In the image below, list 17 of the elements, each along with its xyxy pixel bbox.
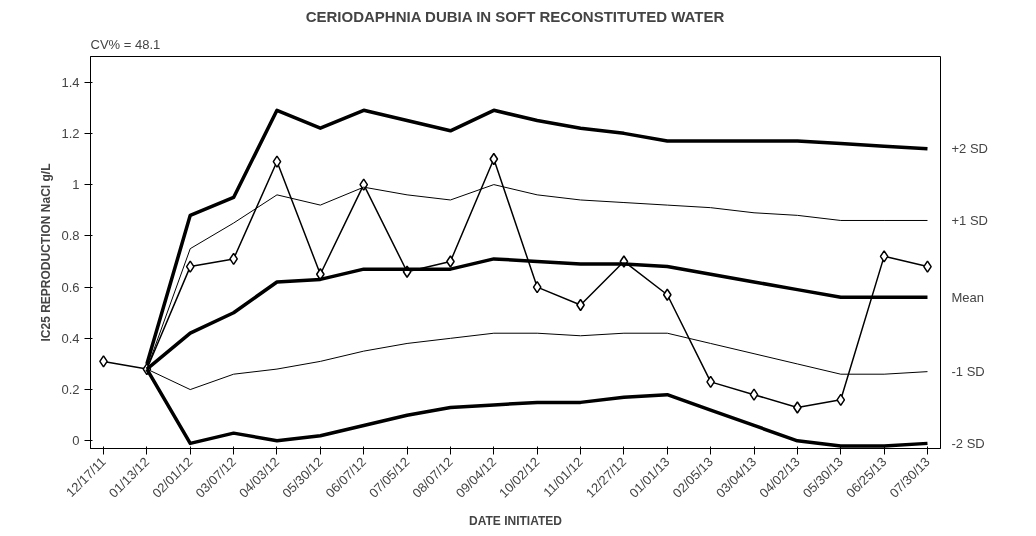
y-axis-title: IC25 REPRODUCTION NaCl g/L <box>39 163 54 342</box>
chart-title: CERIODAPHNIA DUBIA IN SOFT RECONSTITUTED WATER <box>305 7 725 25</box>
series-label: +2 SD <box>951 141 988 157</box>
y-tick-label: 1.4 <box>61 74 80 90</box>
x-axis-title: DATE INITIATED <box>469 513 563 528</box>
y-tick-label: 0 <box>72 433 80 449</box>
series-label: +1 SD <box>951 212 988 228</box>
y-tick-label: 1.2 <box>61 125 80 141</box>
y-tick-label: 0.4 <box>61 330 80 346</box>
series-label: -1 SD <box>951 364 985 380</box>
y-tick-label: 0.2 <box>61 382 80 398</box>
y-tick-label: 1 <box>72 177 80 193</box>
series-label: -2 SD <box>951 435 985 451</box>
series-label: Mean <box>951 289 985 305</box>
y-tick-label: 0.8 <box>61 228 80 244</box>
text: CV% = 48.1 <box>90 36 161 52</box>
y-tick-label: 0.6 <box>61 279 80 295</box>
